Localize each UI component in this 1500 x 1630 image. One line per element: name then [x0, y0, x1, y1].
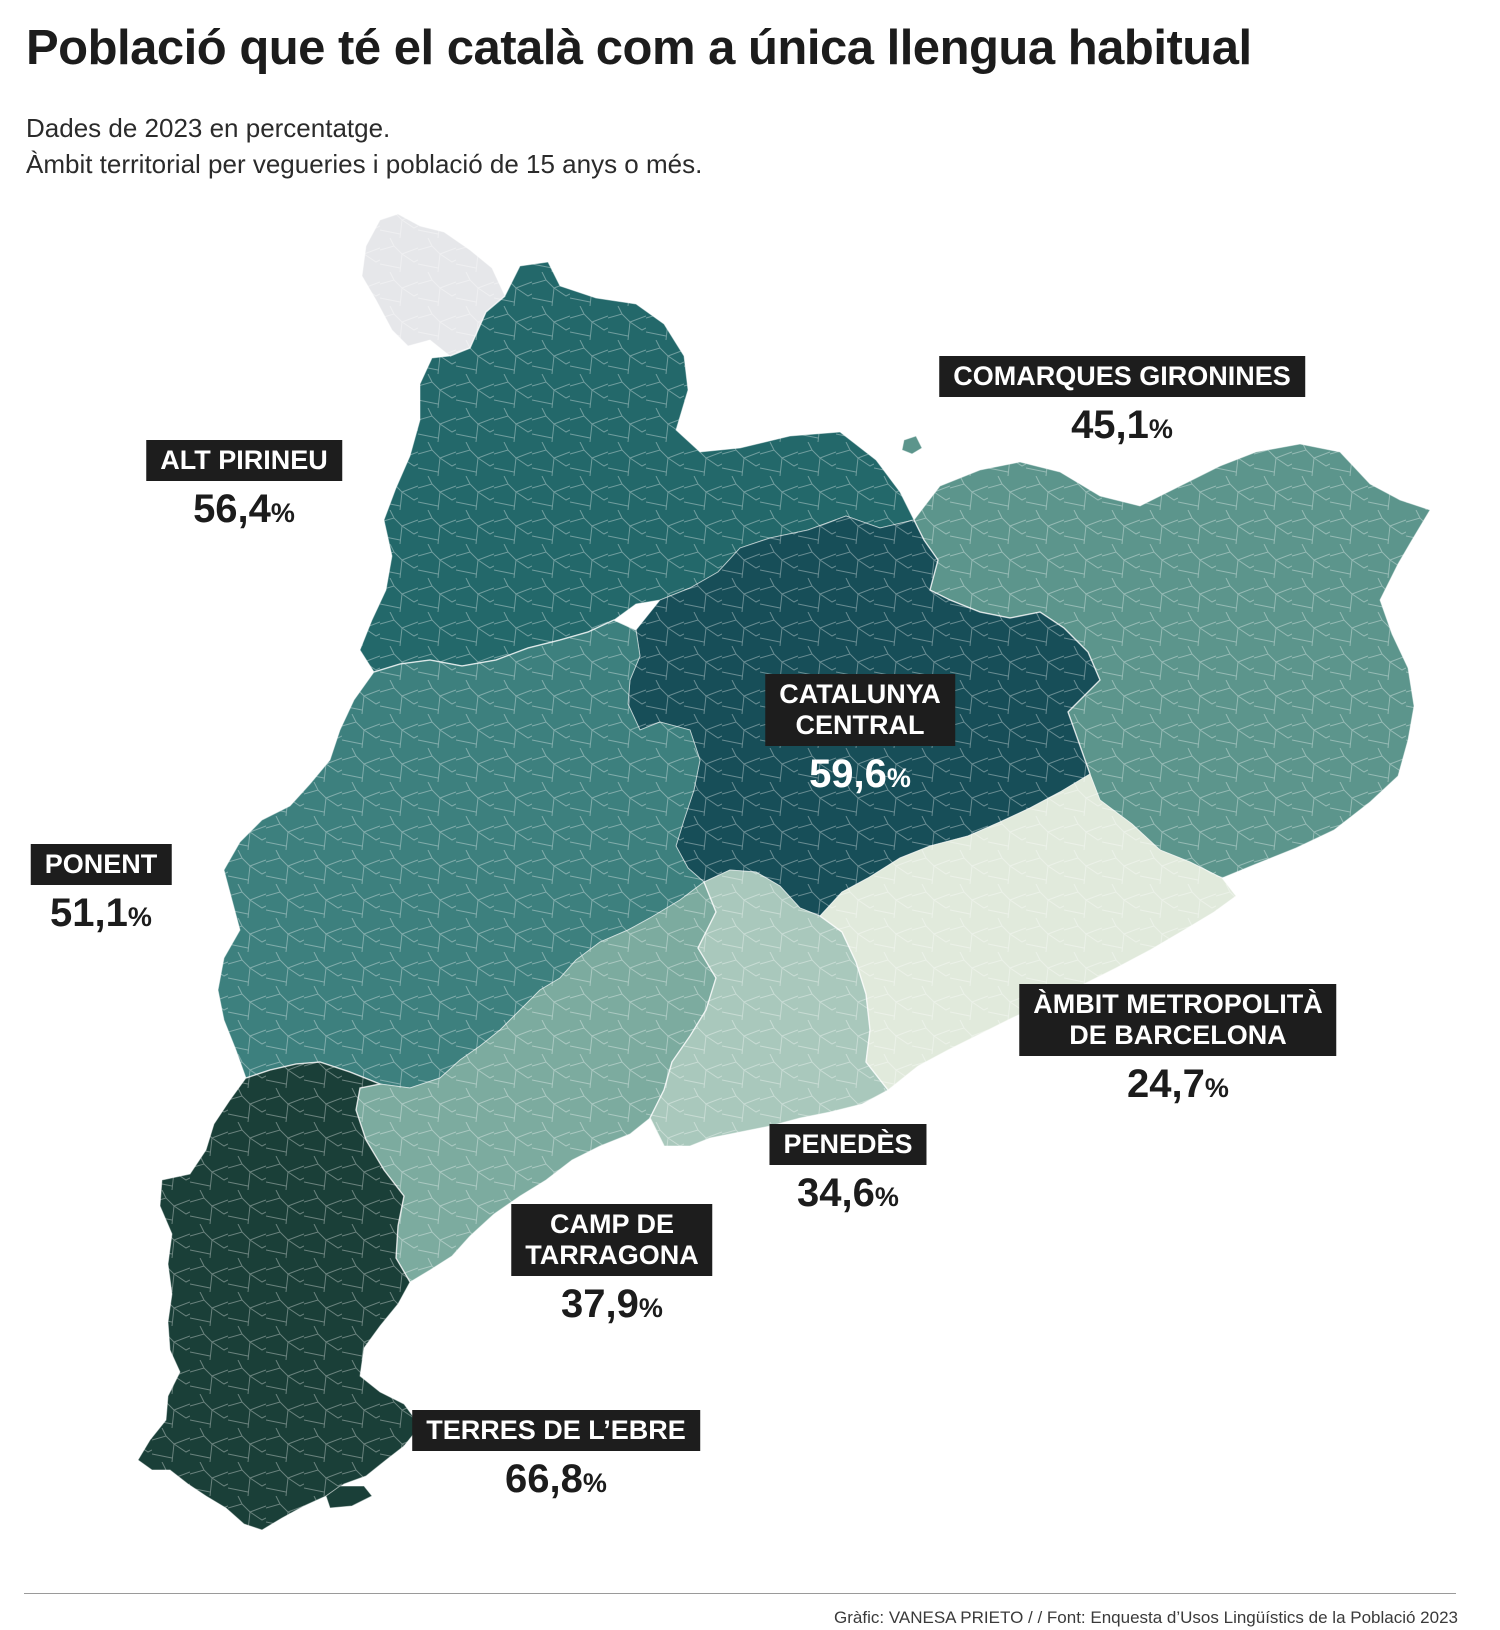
value-number-catalunya-central: 59,6	[809, 752, 887, 796]
value-number-comarques-gironines: 45,1	[1071, 403, 1149, 447]
value-number-ambit-metropolita: 24,7	[1127, 1062, 1205, 1106]
region-value-alt-pirineu: 56,4%	[146, 487, 342, 532]
value-unit-ambit-metropolita: %	[1204, 1073, 1229, 1103]
region-name-catalunya-central: CATALUNYA CENTRAL	[765, 674, 955, 746]
value-unit-comarques-gironines: %	[1148, 414, 1173, 444]
label-alt-pirineu: ALT PIRINEU 56,4%	[146, 440, 342, 532]
region-name-camp-de-tarragona-line2: TARRAGONA	[525, 1240, 699, 1270]
region-name-catalunya-central-line2: CENTRAL	[795, 710, 925, 740]
label-ponent: PONENT 51,1%	[30, 844, 172, 936]
chart-title: Població que té el català com a única ll…	[26, 21, 1252, 75]
region-name-alt-pirineu: ALT PIRINEU	[146, 440, 342, 481]
subtitle-line-1: Dades de 2023 en percentatge.	[26, 113, 391, 143]
municipal-borders	[138, 214, 1430, 1530]
value-unit-penedes: %	[874, 1182, 899, 1212]
region-value-comarques-gironines: 45,1%	[939, 403, 1305, 448]
value-number-alt-pirineu: 56,4	[193, 487, 271, 531]
region-value-camp-de-tarragona: 37,9%	[511, 1282, 712, 1327]
label-catalunya-central: CATALUNYA CENTRAL 59,6%	[765, 674, 955, 797]
region-name-camp-de-tarragona: CAMP DE TARRAGONA	[511, 1204, 713, 1276]
value-unit-camp-de-tarragona: %	[638, 1293, 663, 1323]
region-name-ponent: PONENT	[30, 844, 172, 885]
region-name-comarques-gironines: COMARQUES GIRONINES	[939, 356, 1305, 397]
value-unit-catalunya-central: %	[886, 763, 911, 793]
value-unit-alt-pirineu: %	[270, 498, 295, 528]
region-name-ambit-metropolita-line1: ÀMBIT METROPOLITÀ	[1033, 989, 1323, 1019]
region-value-ponent: 51,1%	[31, 891, 172, 936]
region-name-catalunya-central-line1: CATALUNYA	[779, 679, 941, 709]
region-comarques-gironines-islet	[901, 435, 923, 455]
value-unit-terres-de-lebre: %	[582, 1468, 607, 1498]
region-name-ambit-metropolita: ÀMBIT METROPOLITÀ DE BARCELONA	[1019, 984, 1337, 1056]
region-name-camp-de-tarragona-line1: CAMP DE	[549, 1209, 675, 1239]
footer-divider	[24, 1593, 1456, 1594]
value-number-ponent: 51,1	[50, 891, 128, 935]
label-camp-de-tarragona: CAMP DE TARRAGONA 37,9%	[511, 1204, 713, 1327]
chart-subtitle: Dades de 2023 en percentatge. Àmbit terr…	[26, 110, 702, 182]
region-name-penedes: PENEDÈS	[769, 1124, 927, 1165]
region-value-penedes: 34,6%	[769, 1171, 926, 1216]
label-penedes: PENEDÈS 34,6%	[769, 1124, 927, 1216]
label-terres-de-lebre: TERRES DE L’EBRE 66,8%	[412, 1410, 700, 1502]
value-number-terres-de-lebre: 66,8	[505, 1457, 583, 1501]
region-value-catalunya-central: 59,6%	[765, 752, 955, 797]
label-ambit-metropolita: ÀMBIT METROPOLITÀ DE BARCELONA 24,7%	[1019, 984, 1337, 1107]
region-name-terres-de-lebre: TERRES DE L’EBRE	[412, 1410, 700, 1451]
value-number-camp-de-tarragona: 37,9	[561, 1282, 639, 1326]
value-unit-ponent: %	[127, 902, 152, 932]
region-name-ambit-metropolita-line2: DE BARCELONA	[1069, 1020, 1287, 1050]
subtitle-line-2: Àmbit territorial per vegueries i poblac…	[26, 149, 703, 179]
catalonia-map	[137, 213, 1431, 1531]
region-value-terres-de-lebre: 66,8%	[412, 1457, 700, 1502]
value-number-penedes: 34,6	[797, 1171, 875, 1215]
source-credit: Gràfic: VANESA PRIETO / / Font: Enquesta…	[834, 1608, 1458, 1627]
region-boundaries	[245, 295, 1101, 1283]
label-comarques-gironines: COMARQUES GIRONINES 45,1%	[939, 356, 1305, 448]
region-value-ambit-metropolita: 24,7%	[1019, 1062, 1336, 1107]
